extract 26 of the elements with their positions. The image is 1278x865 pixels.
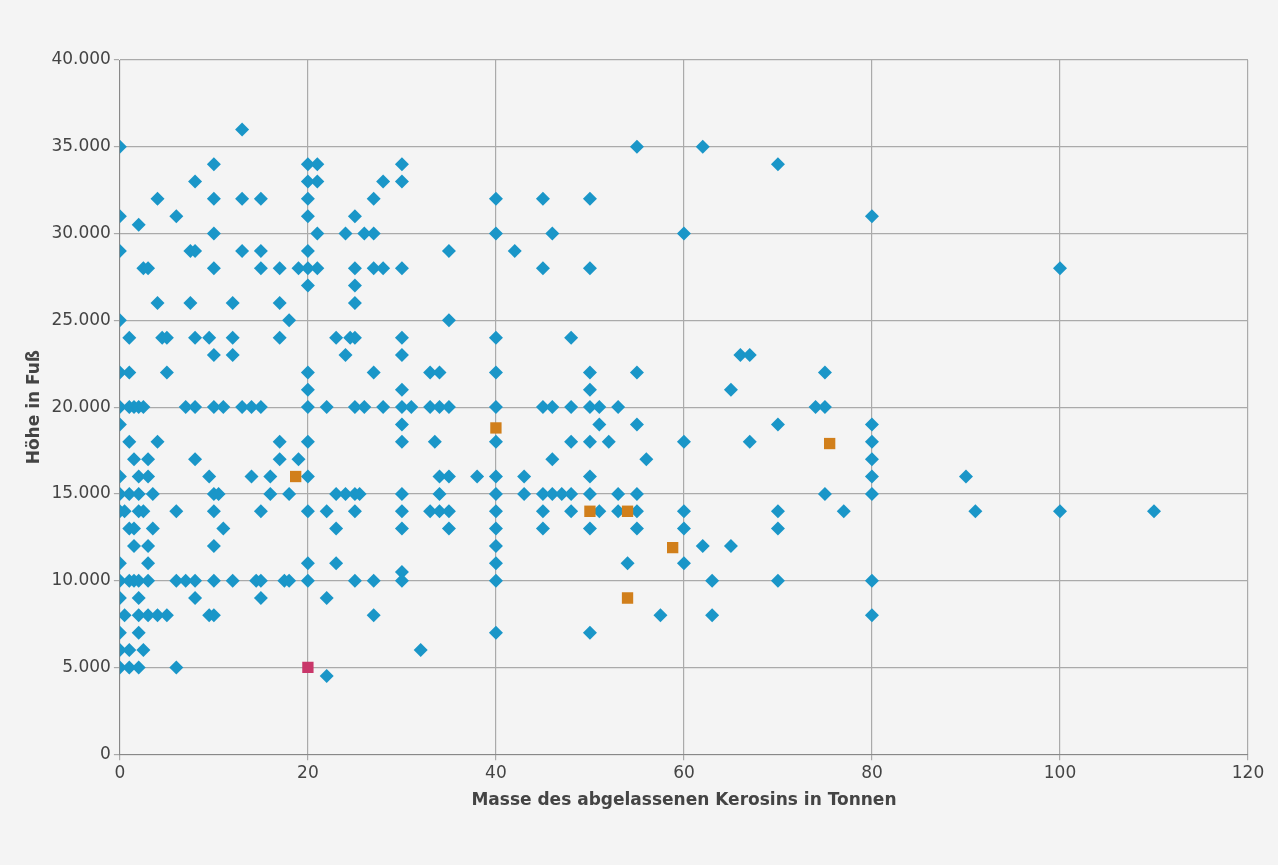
point [302, 661, 314, 674]
y-tick-label: 15.000 [51, 482, 111, 503]
x-tick-label: 0 [114, 761, 126, 782]
y-tick-label: 35.000 [51, 135, 111, 156]
y-tick-label: 5.000 [62, 655, 111, 676]
y-tick-label: 25.000 [51, 308, 111, 329]
x-tick-label: 100 [1043, 761, 1077, 782]
x-tick-label: 80 [861, 761, 883, 782]
y-tick-label: 0 [100, 742, 111, 763]
x-tick-label: 20 [297, 761, 319, 782]
y-axis-title: Höhe in Fuß [22, 349, 43, 465]
y-tick-label: 20.000 [51, 395, 111, 416]
point [584, 505, 596, 517]
point [621, 505, 634, 517]
x-axis-title: Masse des abgelassenen Kerosins in Tonnen [471, 789, 897, 810]
point [290, 470, 302, 483]
x-tick-label: 40 [485, 761, 507, 782]
point [490, 422, 502, 434]
x-tick-label: 120 [1231, 761, 1265, 782]
y-tick-label: 40.000 [51, 48, 111, 69]
y-tick-label: 30.000 [51, 221, 111, 242]
point [824, 437, 836, 450]
y-tick-label: 10.000 [51, 569, 111, 590]
point [621, 592, 634, 604]
point [667, 542, 679, 554]
x-tick-label: 60 [673, 761, 695, 782]
